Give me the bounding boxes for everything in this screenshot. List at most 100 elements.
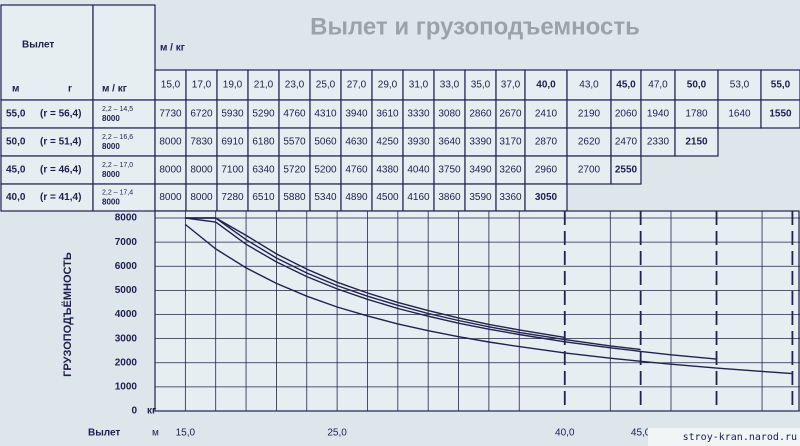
value-cell (247, 183, 280, 212)
column-header: 21,0 (254, 80, 274, 91)
row-max: 8000 (102, 114, 120, 123)
value: 6340 (252, 165, 275, 176)
value: 5200 (314, 165, 337, 176)
value: 3080 (438, 109, 461, 120)
value: 2410 (535, 109, 558, 120)
value-cell (495, 99, 526, 129)
value-cell (464, 183, 497, 212)
value-cell (566, 127, 612, 157)
value: 8000 (190, 165, 213, 176)
value-cell (464, 155, 497, 185)
value: 3260 (499, 165, 522, 176)
y-tick-label: 5000 (115, 285, 138, 296)
column-header: 40,0 (536, 80, 556, 91)
value: 2670 (499, 109, 522, 120)
value: 2960 (535, 165, 558, 176)
y-axis-label: ГРУЗОПОДЪЁМНОСТЬ (61, 252, 74, 377)
value: 4760 (283, 109, 306, 120)
column-header: 45,0 (616, 80, 636, 91)
column-header: 53,0 (730, 80, 750, 91)
value: 4160 (407, 192, 430, 203)
value: 4310 (314, 109, 337, 120)
y-tick-label: 4000 (115, 309, 138, 320)
load-curve (185, 217, 717, 360)
value-cell (433, 99, 466, 129)
value: 3640 (438, 137, 461, 148)
column-header-cell (524, 69, 568, 101)
value-cell (610, 155, 642, 185)
value: 8000 (159, 165, 182, 176)
title: Вылет и грузоподъемность (310, 13, 640, 40)
value-cell (185, 183, 218, 212)
value: 3490 (469, 165, 492, 176)
value-cell (640, 127, 676, 157)
column-header-cell (402, 69, 435, 101)
value-cell (495, 127, 526, 157)
x-tick-label: 40,0 (555, 428, 575, 439)
column-header: 29,0 (378, 80, 398, 91)
value: 5340 (314, 192, 337, 203)
row-header-cell (92, 127, 156, 157)
row-r: (r = 51,4) (40, 137, 81, 148)
value: 3610 (376, 109, 399, 120)
header-vylet: Вылет (22, 40, 54, 51)
value-cell (610, 99, 642, 129)
column-header: 23,0 (285, 80, 305, 91)
row-max: 8000 (102, 142, 120, 151)
value: 4890 (345, 192, 368, 203)
value: 4500 (376, 192, 399, 203)
value: 3590 (469, 192, 492, 203)
row-header-cell (0, 99, 94, 129)
value-cell (464, 99, 497, 129)
row-boom: 50,0 (6, 137, 26, 148)
value: 6720 (190, 109, 213, 120)
row-header-cell (0, 155, 94, 185)
column-header: 50,0 (687, 80, 707, 91)
x-axis-label: Вылет (88, 428, 120, 439)
value: 1550 (769, 109, 792, 120)
value: 5060 (314, 137, 337, 148)
value: 7830 (190, 137, 213, 148)
value-cell (309, 155, 342, 185)
load-curve (184, 223, 793, 375)
column-header: 19,0 (223, 80, 243, 91)
x-tick-label: 45,0 (631, 428, 651, 439)
value: 3360 (499, 192, 522, 203)
column-header: 25,0 (316, 80, 336, 91)
value-cell (402, 155, 435, 185)
watermark-bg (648, 428, 800, 446)
column-header: 55,0 (771, 80, 791, 91)
value: 1640 (728, 109, 751, 120)
value: 1940 (647, 109, 670, 120)
value: 7100 (221, 165, 244, 176)
value: 5290 (252, 109, 275, 120)
value: 6180 (252, 137, 275, 148)
row-r: (r = 56,4) (40, 109, 81, 120)
value-cell (674, 127, 719, 157)
column-header: 33,0 (440, 80, 460, 91)
value: 8000 (190, 192, 213, 203)
value: 5720 (283, 165, 306, 176)
value-cell (185, 127, 218, 157)
row-header-cell (92, 183, 156, 212)
value: 3930 (407, 137, 430, 148)
value-cell (278, 127, 311, 157)
column-header-cell (247, 69, 280, 101)
row-range: 2,2 – 16,6 (102, 134, 133, 141)
value-cell (524, 99, 568, 129)
column-header: 15,0 (161, 80, 181, 91)
value-cell (154, 155, 187, 185)
y-tick-label: 6000 (115, 261, 138, 272)
value: 2330 (647, 137, 670, 148)
column-header-cell (566, 69, 612, 101)
row-range: 2,2 – 17,0 (102, 162, 133, 169)
value-cell (402, 183, 435, 212)
column-header: 43,0 (579, 80, 599, 91)
value-cell (524, 127, 568, 157)
plot-area (154, 210, 800, 412)
load-curve (185, 217, 641, 351)
value-cell (278, 183, 311, 212)
value: 8000 (159, 137, 182, 148)
value: 3940 (345, 109, 368, 120)
